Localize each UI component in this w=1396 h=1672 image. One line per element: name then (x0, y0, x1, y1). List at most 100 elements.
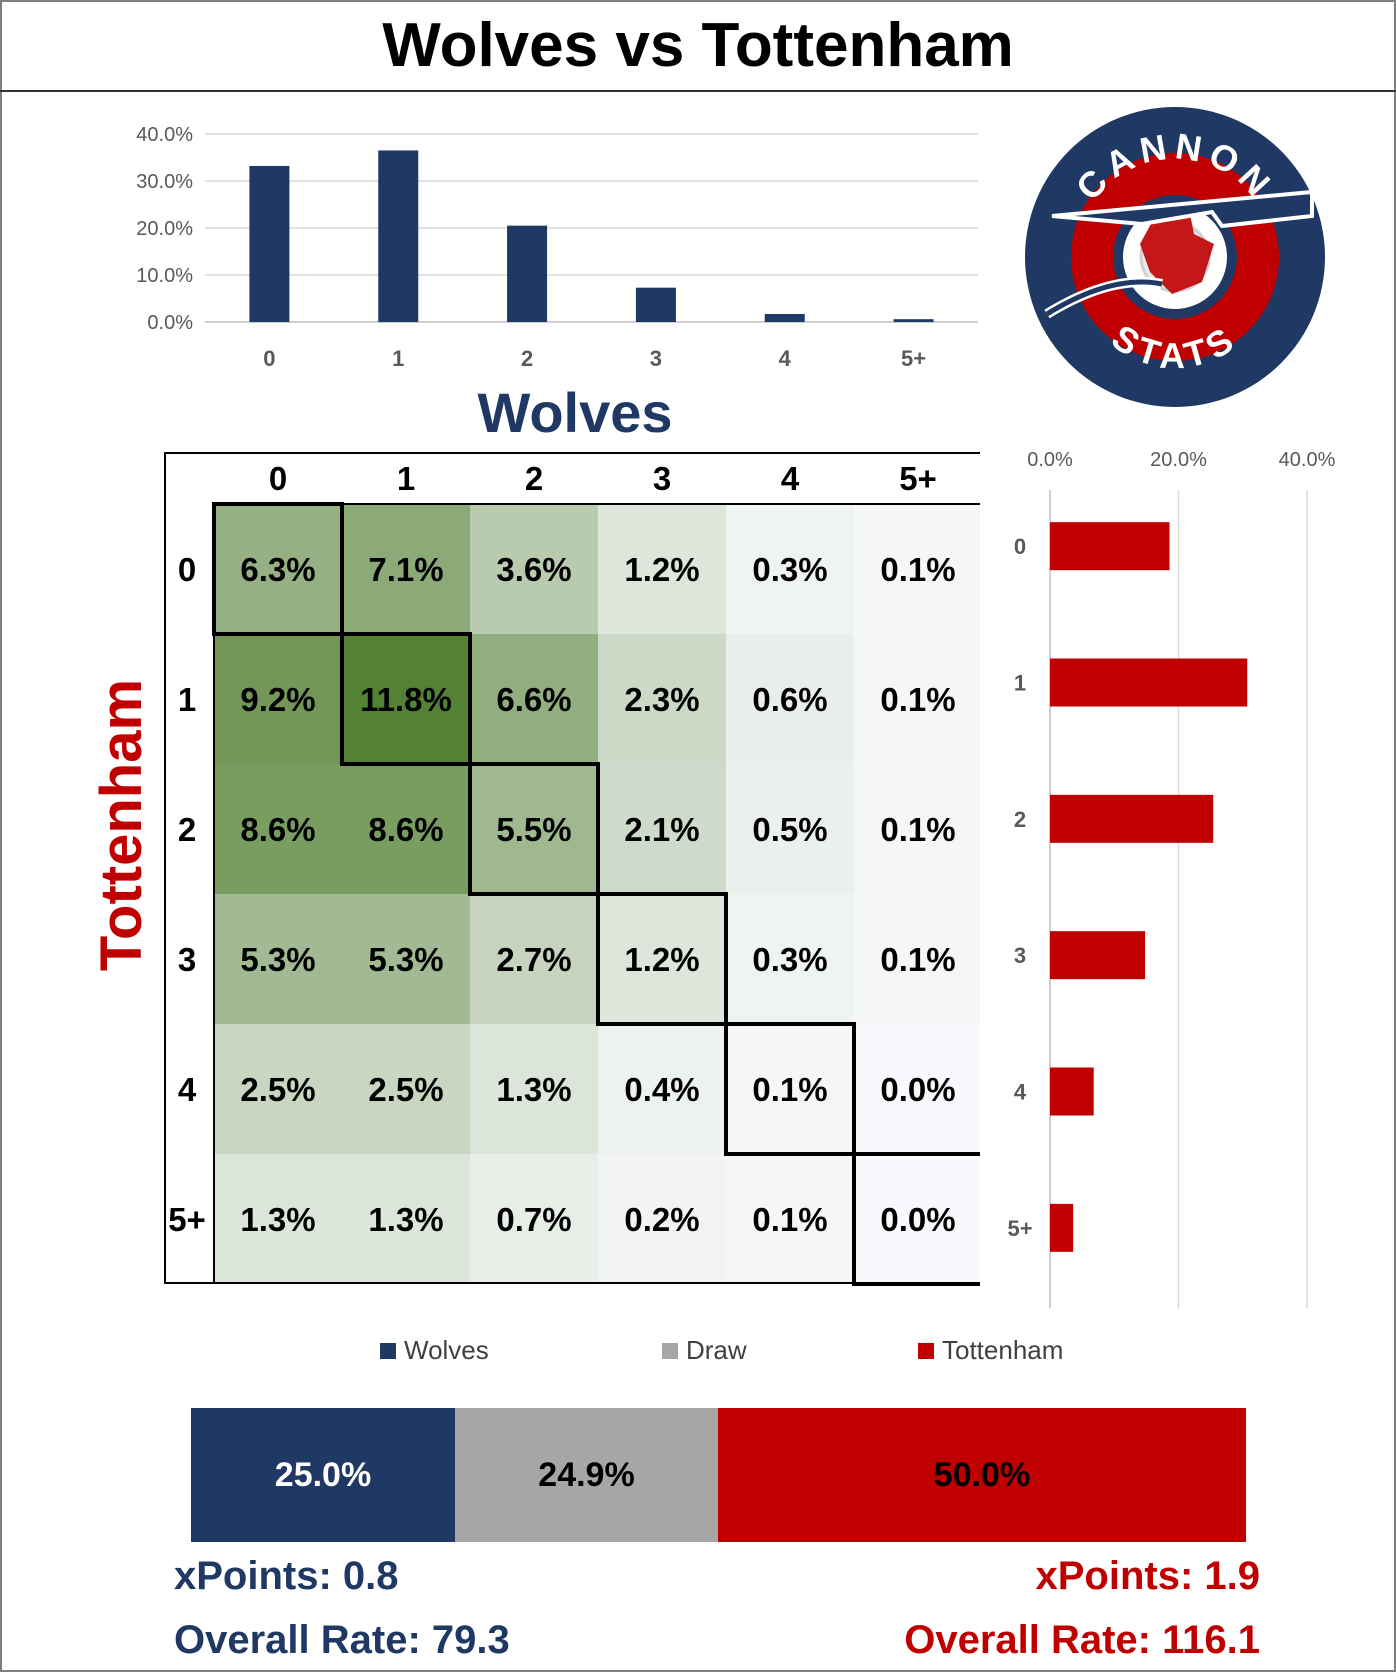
heatmap-cell (214, 894, 342, 1024)
heatmap-row-header: 1 (178, 681, 196, 718)
heatmap-cell (342, 764, 470, 894)
heatmap-cell-label: 2.1% (624, 811, 699, 848)
heatmap-cell (342, 894, 470, 1024)
heatmap-row-header: 5+ (168, 1201, 206, 1238)
heatmap-cell (214, 1024, 342, 1154)
heatmap-cell-label: 0.3% (752, 551, 827, 588)
home-goals-chart: 0.0% 10.0% 20.0% 30.0% 40.0% 0 1 2 3 4 5+ (136, 124, 978, 371)
heatmap-cell (470, 504, 598, 634)
home-team-label: Wolves (477, 381, 673, 444)
right-chart-xtick: 0.0% (1027, 449, 1073, 471)
heatmap-cell (470, 764, 598, 894)
home-overall-rate: Overall Rate: 79.3 (174, 1618, 510, 1662)
heatmap-cell (470, 894, 598, 1024)
away-team-label: Tottenham (89, 678, 154, 972)
page-title: Wolves vs Tottenham (0, 0, 1396, 92)
heatmap-cell-label: 1.3% (240, 1201, 315, 1238)
right-chart-bar (1050, 1067, 1094, 1116)
heatmap-cell-label: 9.2% (240, 681, 315, 718)
heatmap-cell-label: 0.7% (496, 1201, 571, 1238)
heatmap-cell (854, 504, 980, 634)
right-chart-bar (1050, 794, 1214, 843)
heatmap-cell (214, 634, 342, 764)
legend-label-away: Tottenham (942, 1335, 1064, 1365)
heatmap-cell (598, 634, 726, 764)
heatmap-cell-label: 0.1% (880, 681, 955, 718)
heatmap-row-header: 4 (178, 1071, 197, 1108)
right-chart-ytick: 5+ (1007, 1216, 1032, 1241)
top-chart-xtick: 1 (392, 346, 404, 371)
legend-item-home: Wolves (380, 1335, 489, 1366)
heatmap-column-header: 5+ (899, 460, 937, 497)
heatmap-cell (598, 894, 726, 1024)
heatmap-cell (854, 1154, 980, 1284)
right-chart-xtick: 40.0% (1279, 449, 1336, 471)
heatmap-cell-label: 1.3% (496, 1071, 571, 1108)
heatmap-cell (726, 504, 854, 634)
heatmap-cell-label: 8.6% (240, 811, 315, 848)
legend-item-away: Tottenham (918, 1335, 1063, 1366)
heatmap-cell (726, 1024, 854, 1154)
scoreline-heatmap: 6.3% 7.1% 3.6% 1.2% 0.3% 0.1% 9.2% 11.8% 6.6% 2.3… (164, 452, 980, 1286)
heatmap-cell-label: 7.1% (368, 551, 443, 588)
heatmap-draw-box (724, 1022, 856, 1156)
heatmap-cell (854, 1024, 980, 1154)
heatmap-cell (854, 764, 980, 894)
legend-swatch-home (380, 1342, 396, 1359)
result-label-draw: 24.9% (538, 1455, 635, 1494)
heatmap-cell (854, 894, 980, 1024)
heatmap-cell-label: 0.5% (752, 811, 827, 848)
heatmap-row-header: 0 (178, 551, 196, 588)
heatmap-cell (726, 634, 854, 764)
heatmap-cell-label: 0.4% (624, 1071, 699, 1108)
heatmap-cell-label: 0.1% (880, 941, 955, 978)
top-chart-bar (893, 319, 934, 322)
heatmap-cell-label: 0.0% (880, 1201, 955, 1238)
heatmap-cell (598, 1154, 726, 1284)
heatmap-cell-label: 0.1% (880, 811, 955, 848)
result-label-away: 50.0% (933, 1455, 1031, 1494)
top-chart-ytick: 30.0% (136, 171, 193, 193)
heatmap-column-header: 4 (781, 460, 800, 497)
heatmap-cell-label: 3.6% (496, 551, 571, 588)
top-chart-bar (764, 314, 805, 322)
away-goals-chart: 0.0% 20.0% 40.0% 0 1 2 3 4 5+ (1007, 449, 1336, 1308)
away-overall-rate: Overall Rate: 116.1 (904, 1618, 1260, 1662)
top-chart-xtick: 4 (779, 346, 792, 371)
right-chart-bar (1050, 931, 1146, 980)
heatmap-cell (470, 634, 598, 764)
heatmap-cell-label: 5.3% (240, 941, 315, 978)
heatmap-cell (470, 1024, 598, 1154)
heatmap-cell-label: 0.6% (752, 681, 827, 718)
heatmap-column-header: 0 (269, 460, 287, 497)
heatmap-cell (726, 764, 854, 894)
heatmap-cell-label: 0.2% (624, 1201, 699, 1238)
legend-label-home: Wolves (404, 1335, 489, 1365)
legend-swatch-away (918, 1342, 934, 1359)
result-segment-draw: 24.9% (455, 1408, 718, 1542)
top-chart-xtick: 0 (263, 346, 275, 371)
legend-item-draw: Draw (662, 1335, 747, 1366)
heatmap-cell (214, 1154, 342, 1284)
heatmap-draw-box (596, 892, 728, 1026)
top-chart-bar (378, 150, 419, 322)
heatmap-column-header: 2 (525, 460, 543, 497)
heatmap-cell-label: 2.5% (240, 1071, 315, 1108)
top-chart-ytick: 40.0% (136, 124, 193, 146)
heatmap-cell-label: 6.6% (496, 681, 571, 718)
top-chart-ytick: 10.0% (136, 265, 193, 287)
right-chart-ytick: 2 (1014, 807, 1026, 832)
heatmap-cell (470, 1154, 598, 1284)
heatmap-cell-label: 0.1% (752, 1201, 827, 1238)
right-chart-xtick: 20.0% (1150, 449, 1207, 471)
heatmap-cell (598, 764, 726, 894)
heatmap-border (164, 452, 980, 1284)
heatmap-cell (342, 1154, 470, 1284)
heatmap-cell-label: 5.3% (368, 941, 443, 978)
heatmap-cell (726, 1154, 854, 1284)
heatmap-cell (342, 504, 470, 634)
heatmap-row-header: 2 (178, 811, 196, 848)
heatmap-cell (598, 504, 726, 634)
top-chart-ytick: 20.0% (136, 218, 193, 240)
